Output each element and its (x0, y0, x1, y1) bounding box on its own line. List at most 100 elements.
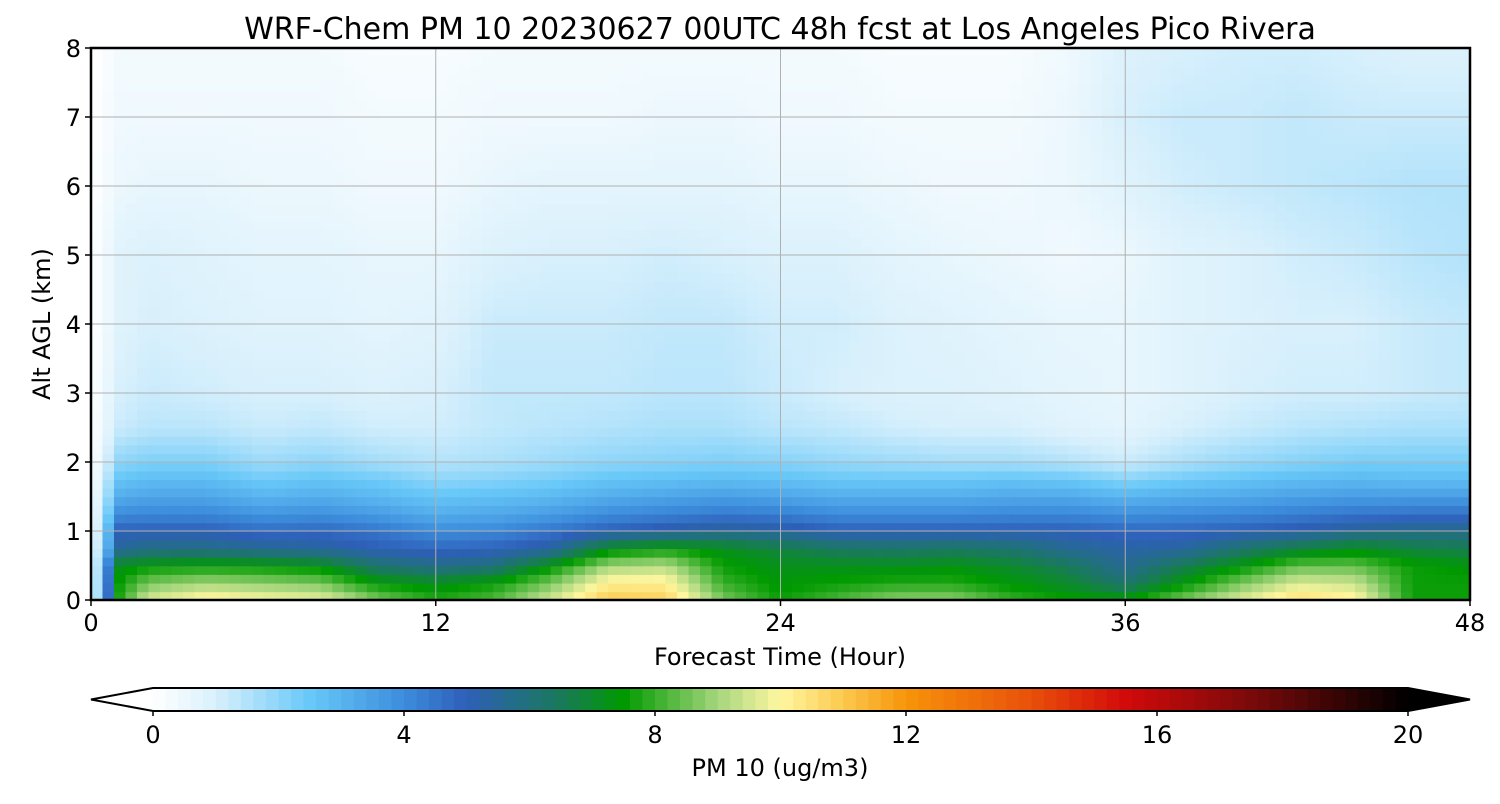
heatmap-cell (171, 186, 184, 196)
heatmap-cell (148, 160, 161, 170)
heatmap-cell (585, 108, 598, 118)
heatmap-cell (527, 48, 540, 58)
heatmap-cell (194, 151, 207, 161)
heatmap-cell (964, 375, 977, 386)
heatmap-cell (631, 393, 644, 403)
heatmap-cell (757, 496, 770, 506)
heatmap-cell (332, 48, 345, 58)
heatmap-cell (677, 160, 690, 170)
heatmap-cell (424, 444, 437, 455)
heatmap-cell (723, 522, 736, 532)
heatmap-cell (608, 401, 621, 412)
heatmap-cell (332, 591, 345, 600)
heatmap-cell (895, 341, 908, 351)
heatmap-cell (481, 255, 495, 265)
heatmap-cell (837, 315, 851, 325)
heatmap-cell (677, 211, 690, 222)
heatmap-cell (332, 487, 345, 498)
heatmap-cell (803, 125, 816, 136)
heatmap-cell (504, 56, 517, 67)
heatmap-cell (435, 487, 449, 498)
heatmap-cell (941, 410, 954, 420)
heatmap-cell (539, 367, 552, 377)
heatmap-cell (332, 418, 345, 429)
heatmap-cell (872, 393, 885, 403)
heatmap-cell (378, 505, 391, 515)
heatmap-cell (228, 375, 242, 386)
heatmap-cell (148, 418, 161, 429)
heatmap-cell (240, 134, 253, 144)
heatmap-cell (769, 108, 782, 118)
heatmap-cell (159, 82, 173, 92)
heatmap-cell (975, 160, 989, 170)
heatmap-cell (251, 255, 265, 265)
heatmap-cell (516, 142, 529, 153)
heatmap-cell (504, 513, 517, 524)
heatmap-cell (527, 444, 540, 455)
heatmap-cell (113, 548, 127, 558)
heatmap-cell (872, 280, 885, 291)
heatmap-cell (435, 418, 449, 429)
heatmap-cell (412, 410, 426, 420)
heatmap-cell (550, 531, 563, 541)
heatmap-cell (401, 255, 414, 265)
heatmap-cell (297, 65, 311, 75)
heatmap-cell (596, 453, 609, 463)
heatmap-cell (872, 315, 885, 325)
heatmap-cell (883, 496, 897, 506)
heatmap-cell (389, 462, 403, 472)
heatmap-cell (148, 332, 161, 343)
heatmap-cell (941, 117, 954, 127)
heatmap-cell (309, 487, 322, 498)
heatmap-cell (263, 332, 276, 343)
heatmap-cell (274, 565, 288, 575)
heatmap-cell (297, 186, 311, 196)
heatmap-cell (550, 496, 563, 506)
heatmap-cell (493, 367, 506, 377)
heatmap-cell (849, 427, 862, 437)
heatmap-cell (447, 211, 460, 222)
heatmap-cell (573, 246, 586, 256)
heatmap-cell (343, 142, 357, 153)
heatmap-cell (263, 574, 276, 584)
heatmap-cell (780, 56, 793, 67)
heatmap-cell (263, 65, 276, 75)
heatmap-cell (803, 298, 816, 308)
heatmap-cell (493, 255, 506, 265)
heatmap-cell (136, 272, 150, 282)
heatmap-cell (527, 332, 540, 343)
heatmap-cell (642, 91, 655, 101)
heatmap-cell (481, 99, 495, 110)
heatmap-cell (550, 263, 563, 274)
heatmap-cell (320, 462, 334, 472)
heatmap-cell (952, 522, 966, 532)
heatmap-cell (860, 203, 874, 213)
heatmap-cell (860, 505, 874, 515)
heatmap-cell (355, 401, 368, 412)
heatmap-cell (240, 401, 253, 412)
heatmap-cell (263, 367, 276, 377)
heatmap-cell (113, 453, 127, 463)
heatmap-cell (608, 91, 621, 101)
heatmap-cell (883, 349, 897, 360)
heatmap-cell (91, 91, 104, 101)
heatmap-cell (700, 548, 713, 558)
heatmap-cell (860, 522, 874, 532)
heatmap-cell (240, 367, 253, 377)
heatmap-cell (481, 246, 495, 256)
heatmap-cell (274, 272, 288, 282)
heatmap-cell (481, 203, 495, 213)
heatmap-cell (654, 522, 667, 532)
heatmap-cell (91, 151, 104, 161)
heatmap-cell (504, 194, 517, 205)
heatmap-cell (228, 496, 242, 506)
heatmap-cell (481, 134, 495, 144)
heatmap-cell (274, 436, 288, 446)
heatmap-cell (228, 565, 242, 575)
heatmap-cell (964, 48, 977, 58)
heatmap-cell (642, 513, 655, 524)
heatmap-cell (872, 384, 885, 394)
heatmap-cell (952, 582, 966, 593)
heatmap-cell (539, 427, 552, 437)
heatmap-cell (205, 298, 219, 308)
